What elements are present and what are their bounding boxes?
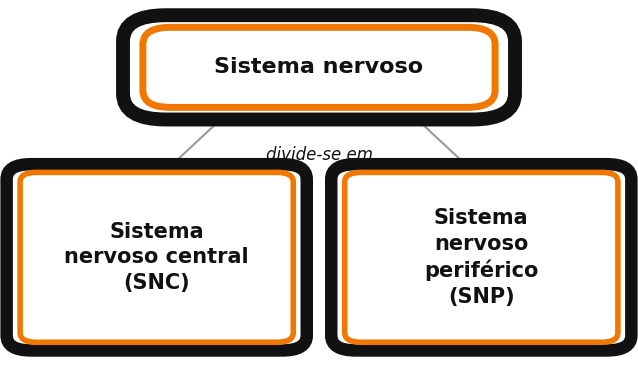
Text: divide-se em: divide-se em — [265, 146, 373, 164]
FancyBboxPatch shape — [331, 164, 632, 350]
Text: Sistema
nervoso
periférico
(SNP): Sistema nervoso periférico (SNP) — [424, 208, 538, 307]
FancyBboxPatch shape — [345, 172, 618, 342]
FancyBboxPatch shape — [6, 164, 307, 350]
FancyBboxPatch shape — [20, 172, 293, 342]
FancyBboxPatch shape — [143, 27, 495, 107]
Text: Sistema
nervoso central
(SNC): Sistema nervoso central (SNC) — [64, 222, 249, 293]
FancyBboxPatch shape — [123, 15, 515, 120]
Text: Sistema nervoso: Sistema nervoso — [214, 57, 424, 77]
